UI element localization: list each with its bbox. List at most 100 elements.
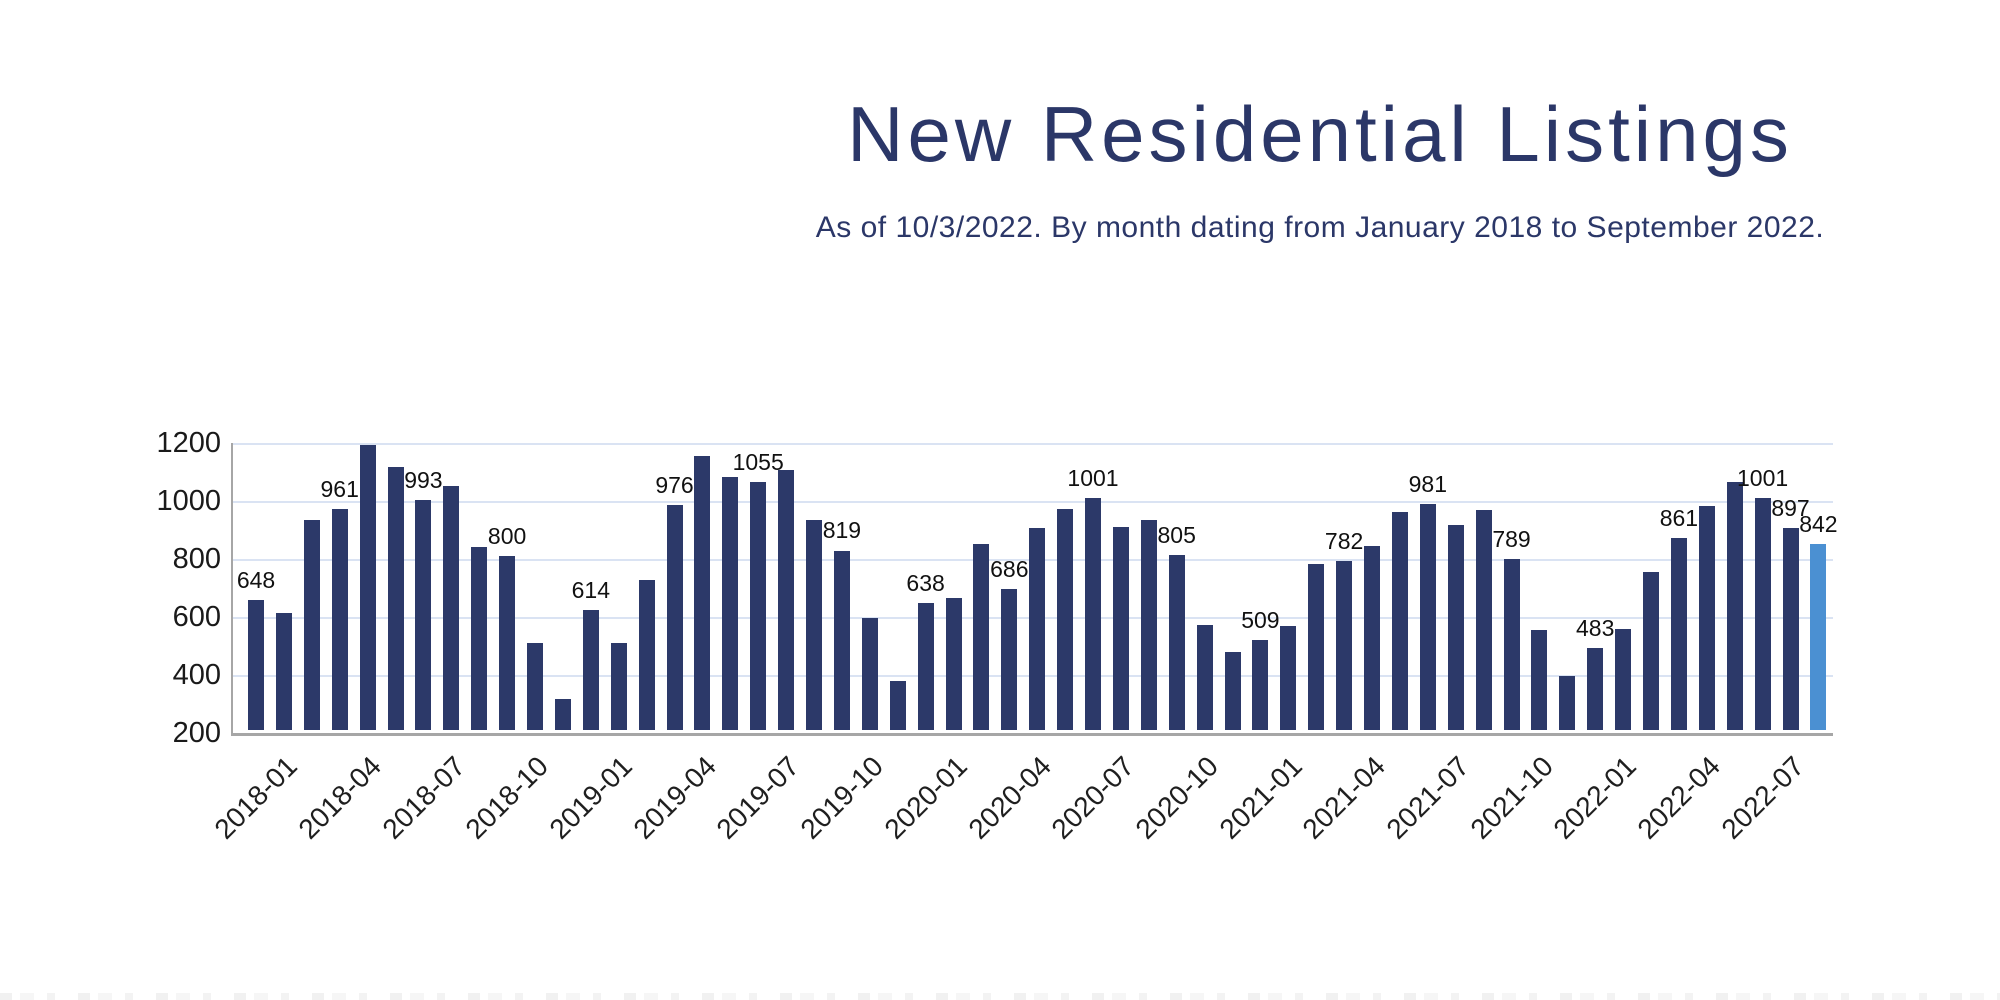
value-label-2022-09: 842 (1799, 510, 1838, 537)
y-tick-label-800: 800 (172, 543, 221, 575)
x-tick-label-2018-04: 2018-04 (292, 750, 387, 845)
y-tick-label-1200: 1200 (156, 427, 221, 459)
x-tick-label-2019-07: 2019-07 (710, 750, 806, 845)
bar-2021-01 (1252, 640, 1269, 730)
value-label-2018-04: 961 (320, 476, 359, 503)
bar-2018-11 (527, 643, 543, 730)
bar-2018-12 (554, 699, 571, 730)
bar-2020-09 (1140, 520, 1157, 730)
y-axis-line (231, 443, 233, 735)
x-tick-label-2018-01: 2018-01 (208, 750, 304, 845)
y-tick-label-200: 200 (172, 717, 221, 749)
value-label-2021-10: 789 (1492, 526, 1531, 553)
chart-header: New Residential Listings As of 10/3/2022… (635, 95, 2000, 245)
bar-2022-02 (1615, 628, 1632, 730)
bar-2020-02 (945, 598, 962, 730)
bar-2020-03 (973, 543, 990, 730)
value-label-2020-01: 638 (906, 569, 945, 596)
bar-2022-03 (1643, 572, 1659, 730)
bar-2019-12 (889, 680, 906, 730)
value-label-2018-10: 800 (487, 523, 527, 549)
bar-2018-01 (248, 600, 264, 730)
bar-2019-08 (778, 470, 795, 730)
x-tick-label-2021-10: 2021-10 (1464, 750, 1559, 845)
value-label-2019-04: 976 (655, 471, 694, 498)
bar-2018-08 (443, 485, 460, 730)
y-tick-label-400: 400 (172, 659, 221, 691)
bar-2019-09 (806, 520, 822, 730)
bar-2018-04 (331, 509, 348, 730)
bar-2019-04 (666, 504, 683, 730)
x-axis-line (231, 733, 1833, 736)
value-label-2018-01: 648 (236, 567, 276, 594)
cutoff-footer-artifact (0, 993, 2000, 1000)
gridline-1200 (233, 443, 1833, 445)
value-label-2022-08: 897 (1771, 494, 1810, 521)
x-tick-label-2018-10: 2018-10 (459, 750, 555, 845)
x-tick-label-2022-01: 2022-01 (1547, 750, 1643, 845)
bar-2020-04 (1001, 589, 1018, 730)
bar-2019-01 (582, 609, 599, 730)
y-tick-label-1000: 1000 (156, 485, 221, 517)
bar-2022-05 (1698, 506, 1715, 730)
bar-2020-07 (1085, 497, 1101, 730)
value-label-2021-01: 509 (1241, 607, 1280, 634)
x-tick-label-2020-01: 2020-01 (878, 750, 973, 845)
bar-2019-11 (861, 618, 878, 730)
bar-2022-04 (1670, 538, 1687, 730)
x-tick-label-2021-07: 2021-07 (1380, 750, 1476, 845)
bar-2022-09 (1810, 543, 1827, 730)
value-label-2019-07: 1055 (732, 449, 784, 476)
bar-2021-03 (1308, 563, 1325, 730)
bar-2019-03 (638, 580, 655, 730)
x-tick-label-2021-04: 2021-04 (1296, 750, 1392, 845)
bar-2018-03 (303, 519, 320, 730)
bar-2018-10 (499, 556, 516, 730)
bar-2021-07 (1419, 503, 1436, 730)
bar-2021-02 (1280, 625, 1297, 730)
bar-2021-08 (1447, 524, 1464, 730)
y-tick-label-600: 600 (172, 601, 221, 633)
value-label-2021-07: 981 (1408, 470, 1447, 497)
value-label-2022-07: 1001 (1737, 464, 1789, 491)
bar-2022-08 (1782, 527, 1799, 730)
x-tick-label-2019-01: 2019-01 (543, 750, 639, 845)
bar-2018-02 (275, 612, 292, 730)
bar-2018-05 (359, 444, 376, 730)
bar-2019-05 (694, 455, 711, 730)
x-tick-label-2020-04: 2020-04 (961, 750, 1057, 845)
gridline-1000 (233, 501, 1833, 503)
value-label-2020-10: 805 (1157, 521, 1196, 548)
x-tick-label-2020-10: 2020-10 (1129, 750, 1224, 845)
x-tick-label-2019-04: 2019-04 (627, 750, 722, 845)
chart-subtitle: As of 10/3/2022. By month dating from Ja… (815, 211, 1825, 244)
bar-2020-08 (1112, 526, 1129, 730)
bar-2022-06 (1726, 481, 1743, 730)
bar-2021-05 (1364, 546, 1380, 730)
bar-2019-02 (610, 642, 627, 730)
bar-2018-09 (471, 547, 488, 730)
value-label-2019-01: 614 (571, 576, 610, 603)
value-label-2021-04: 782 (1324, 528, 1364, 555)
bar-2022-07 (1754, 497, 1771, 730)
bar-2020-10 (1168, 554, 1185, 730)
bar-2021-06 (1391, 512, 1408, 730)
bar-2021-11 (1531, 629, 1548, 730)
x-tick-label-2019-10: 2019-10 (794, 750, 890, 845)
bar-2020-01 (917, 602, 934, 730)
bar-2019-06 (722, 477, 739, 730)
value-label-2018-07: 993 (404, 467, 443, 494)
x-tick-label-2022-04: 2022-04 (1631, 750, 1727, 845)
value-label-2020-07: 1001 (1067, 464, 1119, 491)
bar-2021-12 (1559, 676, 1576, 730)
bar-2018-06 (387, 466, 404, 730)
bar-2021-10 (1503, 559, 1520, 730)
bar-2021-09 (1475, 510, 1492, 730)
chart-title: New Residential Listings (847, 90, 1793, 178)
bar-2020-05 (1029, 528, 1046, 730)
bar-2019-10 (833, 550, 850, 730)
plot-area: 1200 1000 800 600 400 200 648 961 993 800 614 976 10… (156, 427, 1837, 845)
x-tick-label-2020-07: 2020-07 (1045, 750, 1141, 845)
bar-2020-06 (1057, 509, 1074, 730)
